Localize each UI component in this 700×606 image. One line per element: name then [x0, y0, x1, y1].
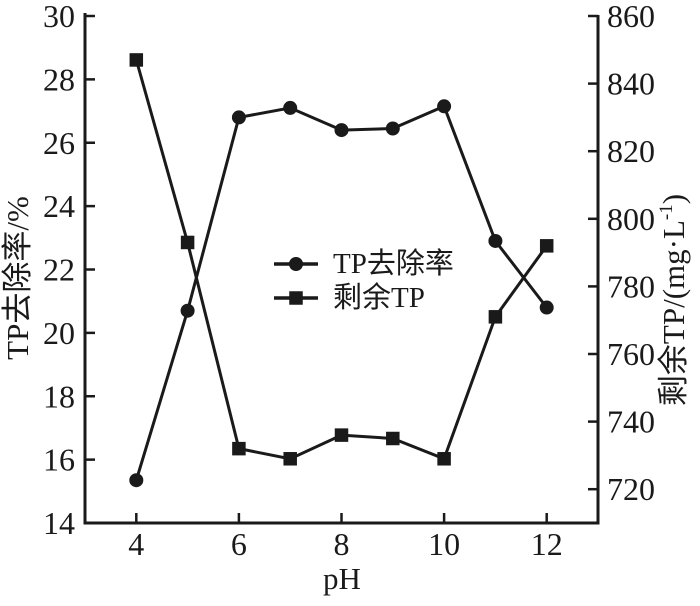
data-point-marker — [437, 452, 451, 466]
x-axis: 4 6 8 10 12 — [128, 513, 563, 562]
x-axis-tick-label: 12 — [531, 526, 563, 562]
data-point-marker — [180, 235, 195, 250]
left-axis-tick-label: 18 — [43, 378, 75, 414]
left-axis-tick-label: 28 — [43, 61, 75, 97]
data-point-marker — [283, 100, 298, 115]
right-axis-tick-label: 720 — [607, 471, 655, 507]
right-axis-tick-label: 800 — [607, 201, 655, 237]
series-tp-removal-rate — [129, 99, 554, 488]
x-axis-tick-label: 10 — [428, 526, 460, 562]
right-axis-tick-label: 860 — [607, 0, 655, 34]
data-point-marker — [386, 431, 400, 446]
legend-label: 剩余TP — [333, 281, 425, 314]
data-point-marker — [334, 428, 349, 442]
data-point-marker — [129, 53, 144, 67]
left-axis-title: TP去除率/% — [0, 196, 35, 360]
x-axis-tick-label: 8 — [334, 526, 350, 562]
left-axis-tick-label: 22 — [43, 252, 75, 288]
legend-marker-square — [289, 291, 303, 305]
right-axis-tick-label: 820 — [607, 133, 655, 169]
x-axis-tick-label: 4 — [128, 526, 144, 562]
right-axis: 720 740 760 780 800 820 840 860 — [588, 0, 655, 507]
data-point-marker — [385, 121, 400, 136]
data-point-marker — [232, 441, 246, 456]
left-axis: 14 16 18 20 22 24 26 28 30 — [43, 0, 95, 541]
data-point-marker — [283, 452, 297, 466]
right-axis-tick-label: 740 — [607, 404, 655, 440]
data-point-marker — [180, 303, 195, 318]
data-point-marker — [437, 99, 452, 114]
data-point-marker — [334, 123, 349, 138]
x-axis-title: pH — [323, 561, 361, 596]
data-point-marker — [488, 233, 503, 248]
right-axis-tick-label: 840 — [607, 66, 655, 102]
right-axis-tick-label: 760 — [607, 336, 655, 372]
left-axis-tick-label: 20 — [43, 315, 75, 351]
data-point-marker — [488, 310, 503, 324]
legend-label: TP去除率 — [333, 247, 454, 280]
left-axis-tick-label: 16 — [43, 442, 75, 478]
right-axis-tick-label: 780 — [607, 268, 655, 304]
series-residual-tp — [129, 53, 554, 466]
data-point-marker — [539, 300, 554, 315]
left-axis-tick-label: 26 — [43, 125, 75, 161]
legend-marker-circle — [289, 257, 303, 271]
right-axis-title: 剩余TP/(mg·L-1) — [656, 194, 691, 406]
left-axis-tick-label: 24 — [43, 188, 75, 224]
left-axis-tick-label: 14 — [43, 505, 75, 541]
data-point-marker — [539, 239, 554, 253]
x-axis-tick-label: 6 — [231, 526, 247, 562]
left-axis-tick-label: 30 — [43, 0, 75, 34]
data-point-marker — [129, 473, 144, 488]
data-point-marker — [231, 110, 246, 125]
